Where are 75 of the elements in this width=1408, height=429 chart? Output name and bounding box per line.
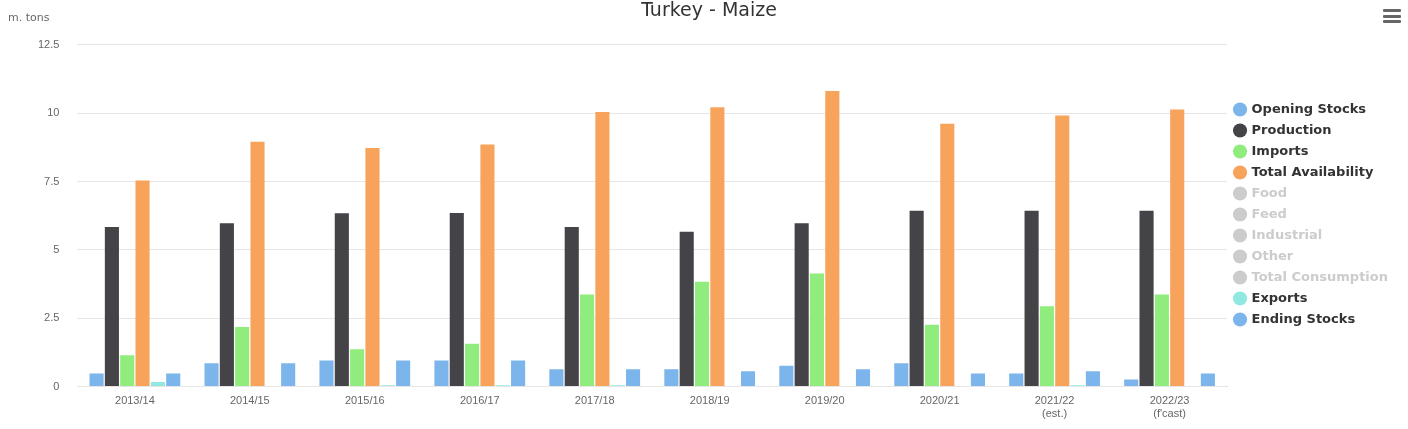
bar	[219, 223, 234, 387]
y-axis-title: m. tons	[8, 10, 50, 24]
bar	[396, 360, 411, 387]
bar	[449, 212, 464, 387]
bar	[465, 343, 480, 387]
bar	[580, 294, 595, 387]
bar	[511, 360, 526, 387]
bar	[710, 107, 725, 387]
bar	[909, 210, 924, 387]
bar	[120, 355, 135, 387]
bar	[595, 112, 610, 387]
bar	[250, 141, 265, 387]
bar	[281, 363, 296, 387]
y-tick-label: 12.5	[37, 37, 60, 50]
chart-title: Turkey - Maize	[640, 0, 777, 21]
x-tick-label: 2017/18	[574, 394, 615, 407]
bar	[809, 273, 825, 387]
x-tick-label: 2014/15	[229, 394, 270, 407]
x-tick-label: 2022/23 (f'cast)	[1149, 394, 1190, 420]
bar	[1154, 294, 1169, 387]
bar	[779, 365, 794, 387]
bar	[135, 180, 150, 387]
bar	[1139, 210, 1154, 387]
bar	[104, 226, 119, 387]
bar	[626, 369, 641, 387]
x-tick-label: 2016/17	[459, 394, 500, 407]
bar	[940, 123, 955, 387]
bar	[1009, 373, 1024, 387]
bar	[319, 360, 334, 387]
bar	[89, 373, 104, 387]
bar	[1024, 210, 1039, 387]
bar	[694, 281, 710, 387]
legend-label: Total Availability	[1251, 163, 1374, 179]
x-tick-label: 2015/16	[344, 394, 385, 407]
legend-label: Imports	[1251, 142, 1309, 158]
legend-label: Production	[1251, 121, 1332, 137]
bar	[204, 363, 219, 387]
x-tick-label: 2020/21	[919, 394, 960, 407]
bar	[664, 369, 679, 387]
x-tick-label: 2013/14	[115, 394, 155, 407]
y-tick-label: 2.5	[44, 311, 60, 324]
bar	[794, 223, 809, 387]
bar	[1039, 306, 1054, 387]
y-tick-label: 10	[47, 106, 60, 119]
bar	[1200, 373, 1215, 387]
bar	[434, 360, 449, 387]
bar	[365, 147, 380, 387]
bar	[825, 91, 840, 387]
bar	[235, 326, 250, 387]
x-tick-label: 2021/22 (est.)	[1034, 394, 1075, 420]
legend-label: Exports	[1251, 289, 1308, 305]
x-tick-label: 2019/20	[804, 394, 845, 407]
bar	[350, 349, 365, 387]
bar	[679, 231, 694, 387]
bar	[549, 369, 564, 387]
x-tick-label: 2018/19	[689, 394, 730, 407]
bar	[1124, 379, 1139, 387]
bar	[1055, 115, 1070, 387]
legend-label: Ending Stocks	[1251, 310, 1356, 326]
y-tick-label: 5	[53, 242, 60, 255]
bar	[855, 369, 871, 387]
bar	[894, 363, 909, 387]
bar	[150, 381, 165, 387]
bar	[970, 373, 985, 387]
bar	[1085, 371, 1100, 387]
bar	[740, 371, 756, 387]
bar	[924, 324, 940, 387]
bar	[564, 226, 579, 387]
legend-label: Opening Stocks	[1251, 100, 1367, 116]
y-tick-label: 0	[53, 379, 60, 392]
bar	[334, 213, 349, 387]
bar	[480, 144, 495, 387]
y-tick-label: 7.5	[44, 174, 60, 187]
bar	[166, 373, 181, 387]
bar	[1170, 109, 1185, 387]
